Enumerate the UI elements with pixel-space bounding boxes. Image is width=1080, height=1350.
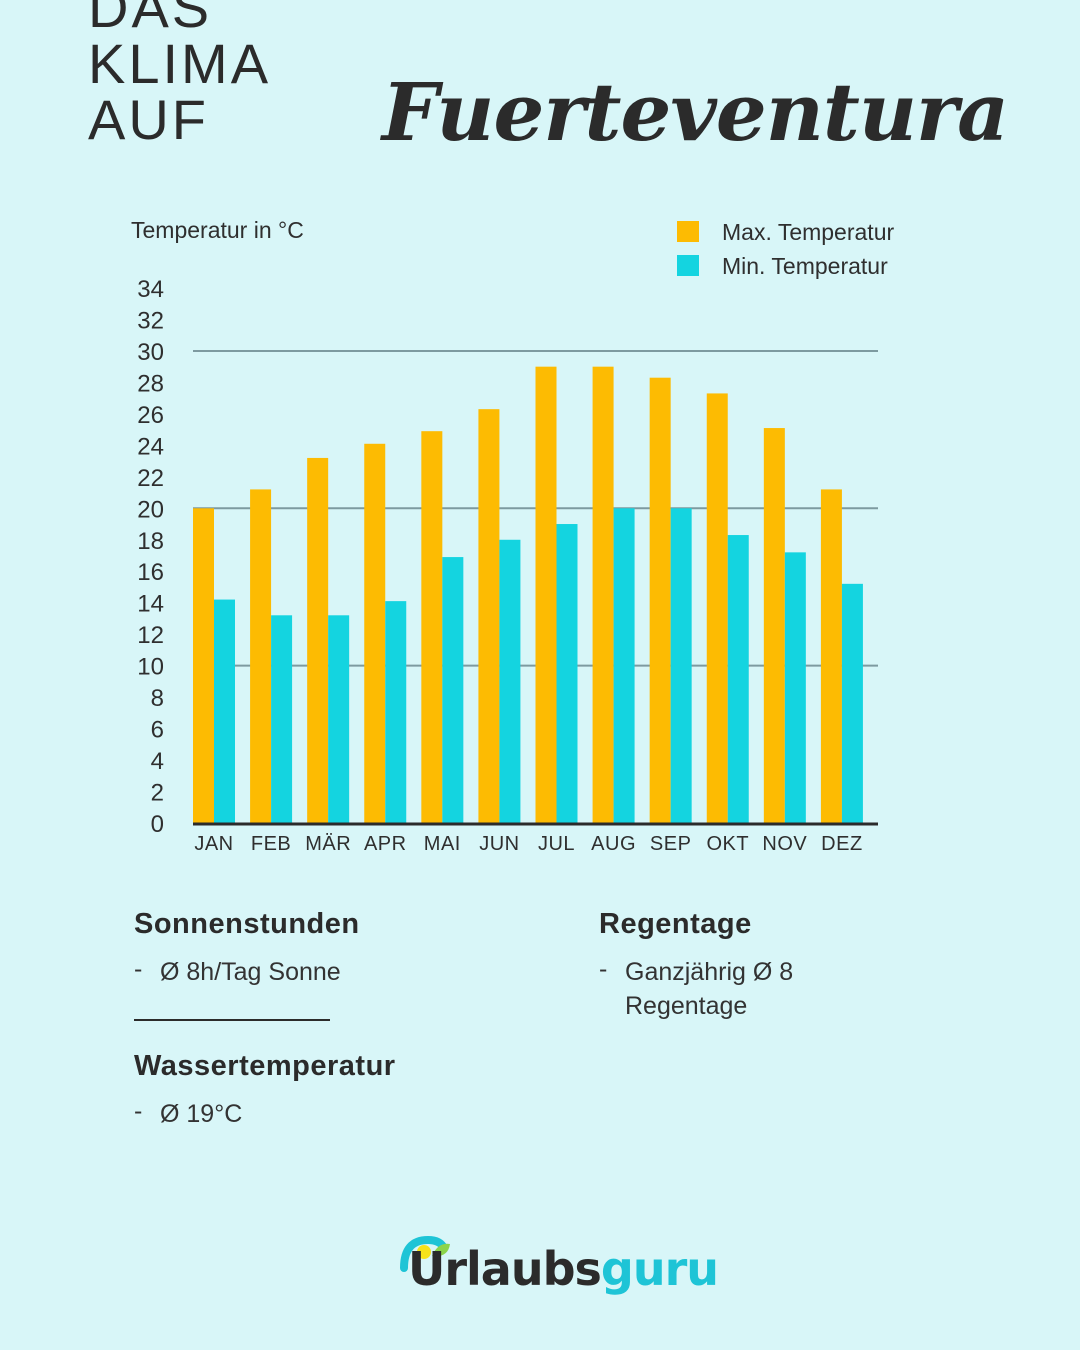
x-tick-label: OKT: [706, 833, 749, 855]
logo-leaf-icon: [400, 1235, 450, 1272]
divider: [134, 1019, 330, 1021]
y-tick-label: 28: [137, 370, 164, 397]
bar-max-feb: [250, 489, 272, 823]
y-tick-label: 4: [151, 748, 164, 775]
logo-text-guru: guru: [600, 1242, 719, 1296]
rain-text-line2: Regentage: [625, 992, 748, 1020]
sun-block: Sonnenstunden - Ø 8h/Tag Sonne: [134, 908, 360, 989]
bar-max-aug: [592, 366, 614, 823]
y-tick-label: 30: [137, 339, 164, 366]
y-tick-label: 34: [137, 276, 164, 303]
water-text: Ø 19°C: [160, 1100, 243, 1128]
bar-max-nov: [763, 428, 785, 823]
y-tick-label: 26: [137, 402, 164, 429]
y-tick-label: 18: [137, 528, 164, 555]
bar-max-mär: [307, 457, 329, 823]
bar-min-mär: [328, 615, 350, 823]
y-tick-label: 10: [137, 654, 164, 681]
bar-max-jul: [535, 366, 557, 823]
bar-max-apr: [364, 443, 386, 823]
bar-max-dez: [820, 489, 842, 823]
bar-max-jan: [193, 508, 214, 823]
bar-min-jun: [499, 539, 521, 823]
title-script: Fuerteventura: [381, 65, 1009, 159]
bar-min-mai: [442, 557, 464, 823]
sun-text: Ø 8h/Tag Sonne: [160, 958, 341, 986]
legend-swatch: [677, 255, 699, 276]
water-heading: Wassertemperatur: [134, 1050, 396, 1082]
x-tick-label: JAN: [194, 833, 233, 855]
sun-dash: -: [134, 955, 143, 983]
bar-min-jul: [556, 524, 578, 823]
x-tick-label: FEB: [251, 833, 291, 855]
bar-min-sep: [670, 508, 692, 823]
y-tick-label: 14: [137, 591, 164, 618]
page-title: DAS KLIMA AUF Fuerteventura: [88, 0, 1009, 159]
x-tick-label: APR: [364, 833, 407, 855]
logo: Urlaubsguru: [398, 1234, 719, 1304]
bar-min-dez: [841, 583, 863, 823]
bar-max-sep: [649, 377, 671, 823]
bar-min-apr: [385, 601, 407, 823]
y-tick-label: 32: [137, 307, 164, 334]
bar-min-okt: [727, 535, 749, 823]
y-tick-label: 12: [137, 622, 164, 649]
y-tick-label: 2: [151, 780, 164, 807]
sun-heading: Sonnenstunden: [134, 908, 360, 940]
x-tick-label: DEZ: [821, 833, 863, 855]
y-axis-label: Temperatur in °C: [131, 217, 304, 243]
y-tick-label: 20: [137, 496, 164, 523]
x-tick-label: JUL: [538, 833, 575, 855]
logo-text-urlaubs: Urlaubs: [408, 1242, 602, 1296]
rain-dash: -: [599, 955, 608, 983]
bar-min-aug: [613, 508, 635, 823]
bar-max-mai: [421, 431, 443, 823]
x-tick-label: MAI: [424, 833, 461, 855]
y-tick-label: 16: [137, 559, 164, 586]
y-tick-label: 24: [137, 433, 164, 460]
x-tick-label: NOV: [762, 833, 807, 855]
legend-swatch: [677, 221, 699, 242]
water-dash: -: [134, 1097, 143, 1125]
bar-min-jan: [214, 599, 235, 823]
x-tick-label: MÄR: [305, 833, 351, 855]
temperature-chart: 0246810121416182022242628303234Temperatu…: [131, 217, 894, 855]
legend-label: Min. Temperatur: [722, 253, 888, 279]
rain-heading: Regentage: [599, 908, 752, 940]
bar-max-jun: [478, 409, 500, 823]
y-tick-label: 6: [151, 717, 164, 744]
x-tick-label: JUN: [479, 833, 519, 855]
x-tick-label: AUG: [591, 833, 636, 855]
title-plain: DAS KLIMA AUF: [88, 0, 268, 151]
y-tick-label: 8: [151, 685, 164, 712]
y-tick-label: 22: [137, 465, 164, 492]
bar-min-feb: [271, 615, 293, 823]
y-tick-label: 0: [151, 811, 164, 838]
water-block: Wassertemperatur - Ø 19°C: [134, 1050, 396, 1131]
rain-text-line1: Ganzjährig Ø 8: [625, 958, 794, 986]
x-tick-label: SEP: [650, 833, 692, 855]
legend-label: Max. Temperatur: [722, 219, 894, 245]
bar-min-nov: [784, 552, 806, 823]
rain-block: Regentage - Ganzjährig Ø 8 Regentage: [599, 908, 793, 1023]
bar-max-okt: [706, 393, 728, 823]
